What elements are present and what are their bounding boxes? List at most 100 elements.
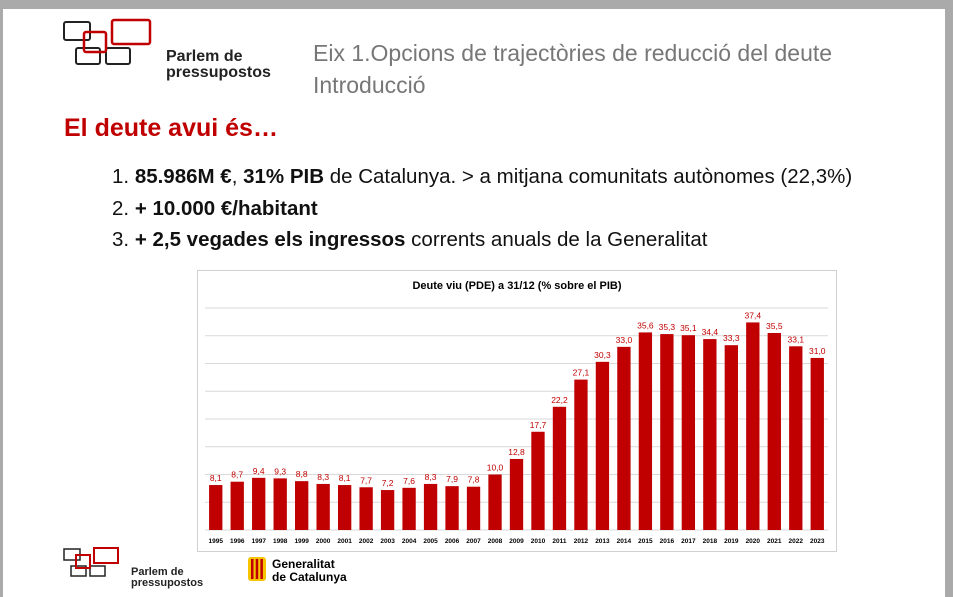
bar	[767, 332, 781, 530]
value-label: 35,5	[766, 321, 783, 331]
bar	[595, 361, 610, 530]
x-tick-label: 2006	[445, 538, 460, 545]
x-tick-label: 1996	[230, 538, 245, 545]
left-border	[0, 0, 3, 597]
value-label: 27,1	[573, 368, 590, 378]
value-label: 34,4	[702, 327, 719, 337]
x-tick-label: 2023	[810, 538, 825, 545]
value-label: 35,1	[680, 323, 697, 333]
bar	[681, 335, 696, 530]
header-subtitle: Introducció	[313, 72, 426, 98]
x-tick-label: 2011	[552, 538, 566, 545]
bar	[252, 477, 266, 530]
bar	[574, 379, 588, 530]
bar	[724, 345, 738, 530]
x-tick-label: 2015	[638, 538, 653, 545]
value-label: 7,6	[403, 476, 415, 486]
bar	[380, 490, 395, 530]
chart-title: Deute viu (PDE) a 31/12 (% sobre el PIB)	[412, 280, 621, 292]
x-tick-label: 2017	[681, 538, 696, 545]
value-label: 33,0	[616, 335, 633, 345]
x-tick-label: 2000	[316, 538, 331, 545]
heading: El deute avui és…	[64, 114, 278, 142]
header-title: Eix 1.Opcions de trajectòries de reducci…	[313, 40, 833, 66]
item-number: 3.	[112, 228, 130, 251]
x-tick-label: 2012	[574, 538, 589, 545]
item-text: 31% PIB	[243, 165, 324, 188]
x-tick-label: 1997	[251, 538, 266, 545]
bar	[337, 485, 352, 530]
bar	[531, 431, 545, 530]
bar	[209, 485, 223, 530]
x-tick-label: 2005	[423, 538, 438, 545]
value-label: 8,1	[339, 473, 351, 483]
value-label: 12,8	[508, 447, 525, 457]
generalitat-icon	[248, 557, 266, 581]
value-label: 8,1	[210, 473, 222, 483]
x-tick-label: 2003	[380, 538, 395, 545]
bar	[402, 487, 416, 530]
footer-logo-icon	[63, 547, 119, 577]
bar	[660, 334, 674, 530]
footer-org: de Catalunya	[272, 570, 347, 584]
x-tick-label: 2004	[402, 538, 417, 545]
bar	[230, 481, 244, 530]
bar	[488, 474, 502, 530]
x-tick-label: 2018	[703, 538, 718, 545]
item-text: + 10.000 €/habitant	[134, 196, 318, 220]
right-border	[945, 0, 953, 597]
item-text: ,	[231, 165, 244, 188]
value-label: 17,7	[530, 420, 547, 430]
footer-org: Generalitat	[272, 557, 335, 571]
item-text: de Catalunya. > a mitjana comunitats aut…	[324, 165, 853, 188]
x-tick-label: 1995	[209, 538, 224, 545]
x-tick-label: 2008	[488, 538, 503, 545]
value-label: 22,2	[551, 395, 568, 405]
bar	[295, 481, 309, 530]
x-tick-label: 2022	[789, 538, 804, 545]
x-tick-label: 2021	[767, 538, 782, 545]
bar	[423, 483, 438, 530]
bar	[359, 487, 373, 530]
x-tick-label: 2002	[359, 538, 374, 545]
x-tick-label: 2014	[617, 538, 632, 545]
bar	[273, 478, 287, 530]
x-tick-label: 2009	[509, 538, 524, 545]
item-text: corrents anuals de la Generalitat	[405, 228, 708, 251]
item-text: + 2,5 vegades els ingressos	[134, 228, 406, 251]
x-tick-label: 2010	[531, 538, 546, 545]
value-label: 8,7	[231, 470, 243, 480]
value-label: 30,3	[594, 350, 611, 360]
item-number: 1.	[112, 165, 130, 188]
bar	[789, 346, 803, 530]
x-tick-label: 1998	[273, 538, 288, 545]
value-label: 35,3	[659, 322, 676, 332]
value-label: 31,0	[809, 346, 826, 356]
footer-logo-text: pressupostos	[131, 577, 204, 589]
value-label: 8,3	[425, 472, 437, 482]
bar	[810, 357, 824, 530]
value-label: 10,0	[487, 463, 504, 473]
x-tick-label: 2019	[724, 538, 739, 545]
x-tick-label: 2001	[337, 538, 352, 545]
value-label: 35,6	[637, 320, 654, 330]
value-label: 7,8	[468, 475, 480, 485]
value-label: 33,3	[723, 333, 740, 343]
x-tick-label: 2020	[746, 538, 761, 545]
bar	[316, 483, 330, 530]
bar	[703, 339, 717, 530]
item-number: 2.	[112, 196, 130, 220]
value-label: 9,4	[253, 466, 265, 476]
x-tick-label: 2016	[660, 538, 675, 545]
x-tick-label: 1999	[294, 538, 309, 545]
value-label: 33,1	[788, 334, 805, 344]
chart: Deute viu (PDE) a 31/12 (% sobre el PIB)…	[197, 270, 837, 552]
value-label: 7,2	[382, 478, 394, 488]
value-label: 37,4	[745, 310, 762, 320]
top-border	[0, 0, 953, 9]
bar	[617, 346, 631, 530]
list-item: 2. + 10.000 €/habitant	[112, 197, 318, 221]
bar	[466, 486, 481, 530]
value-label: 8,3	[317, 472, 329, 482]
